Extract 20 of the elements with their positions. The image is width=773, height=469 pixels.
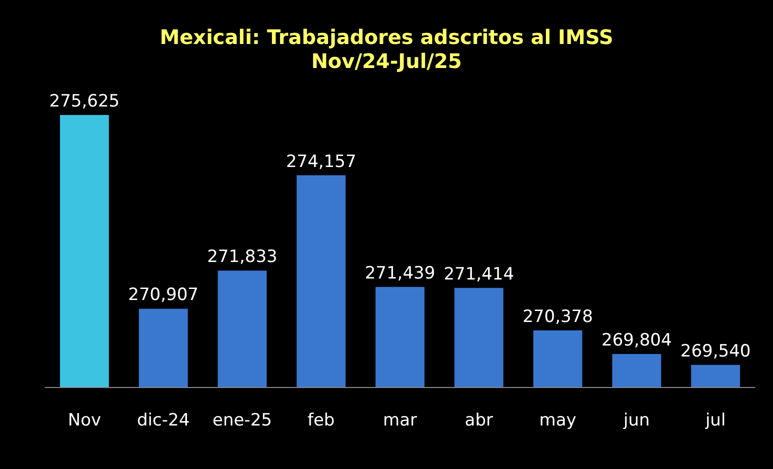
x-tick-label: mar [383,410,417,430]
x-tick-label: dic-24 [137,410,190,430]
data-label: 274,157 [286,152,356,172]
x-tick-label: may [539,410,576,430]
data-label: 271,833 [207,247,278,268]
x-tick-label: feb [307,410,335,430]
data-label: 269,540 [680,341,751,362]
x-tick-label: jul [704,410,726,430]
data-label: 269,804 [602,330,672,350]
x-tick-label: jun [622,410,650,430]
data-label: 275,625 [49,92,120,112]
x-tick-label: abr [464,410,493,430]
data-label: 271,414 [444,264,514,284]
chart-title: Mexicali: Trabajadores adscritos al IMSS [160,25,614,49]
data-label: 270,907 [128,285,198,306]
chart-subtitle: Nov/24-Jul/25 [311,49,462,73]
data-label: 271,439 [364,263,436,284]
x-tick-label: Nov [68,410,102,430]
x-tick-label: ene-25 [212,410,272,430]
data-label: 270,378 [522,306,593,327]
